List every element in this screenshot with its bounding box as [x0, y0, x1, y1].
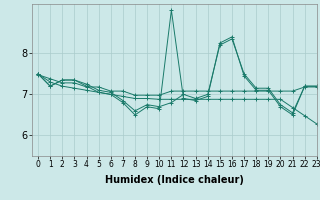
X-axis label: Humidex (Indice chaleur): Humidex (Indice chaleur): [105, 175, 244, 185]
